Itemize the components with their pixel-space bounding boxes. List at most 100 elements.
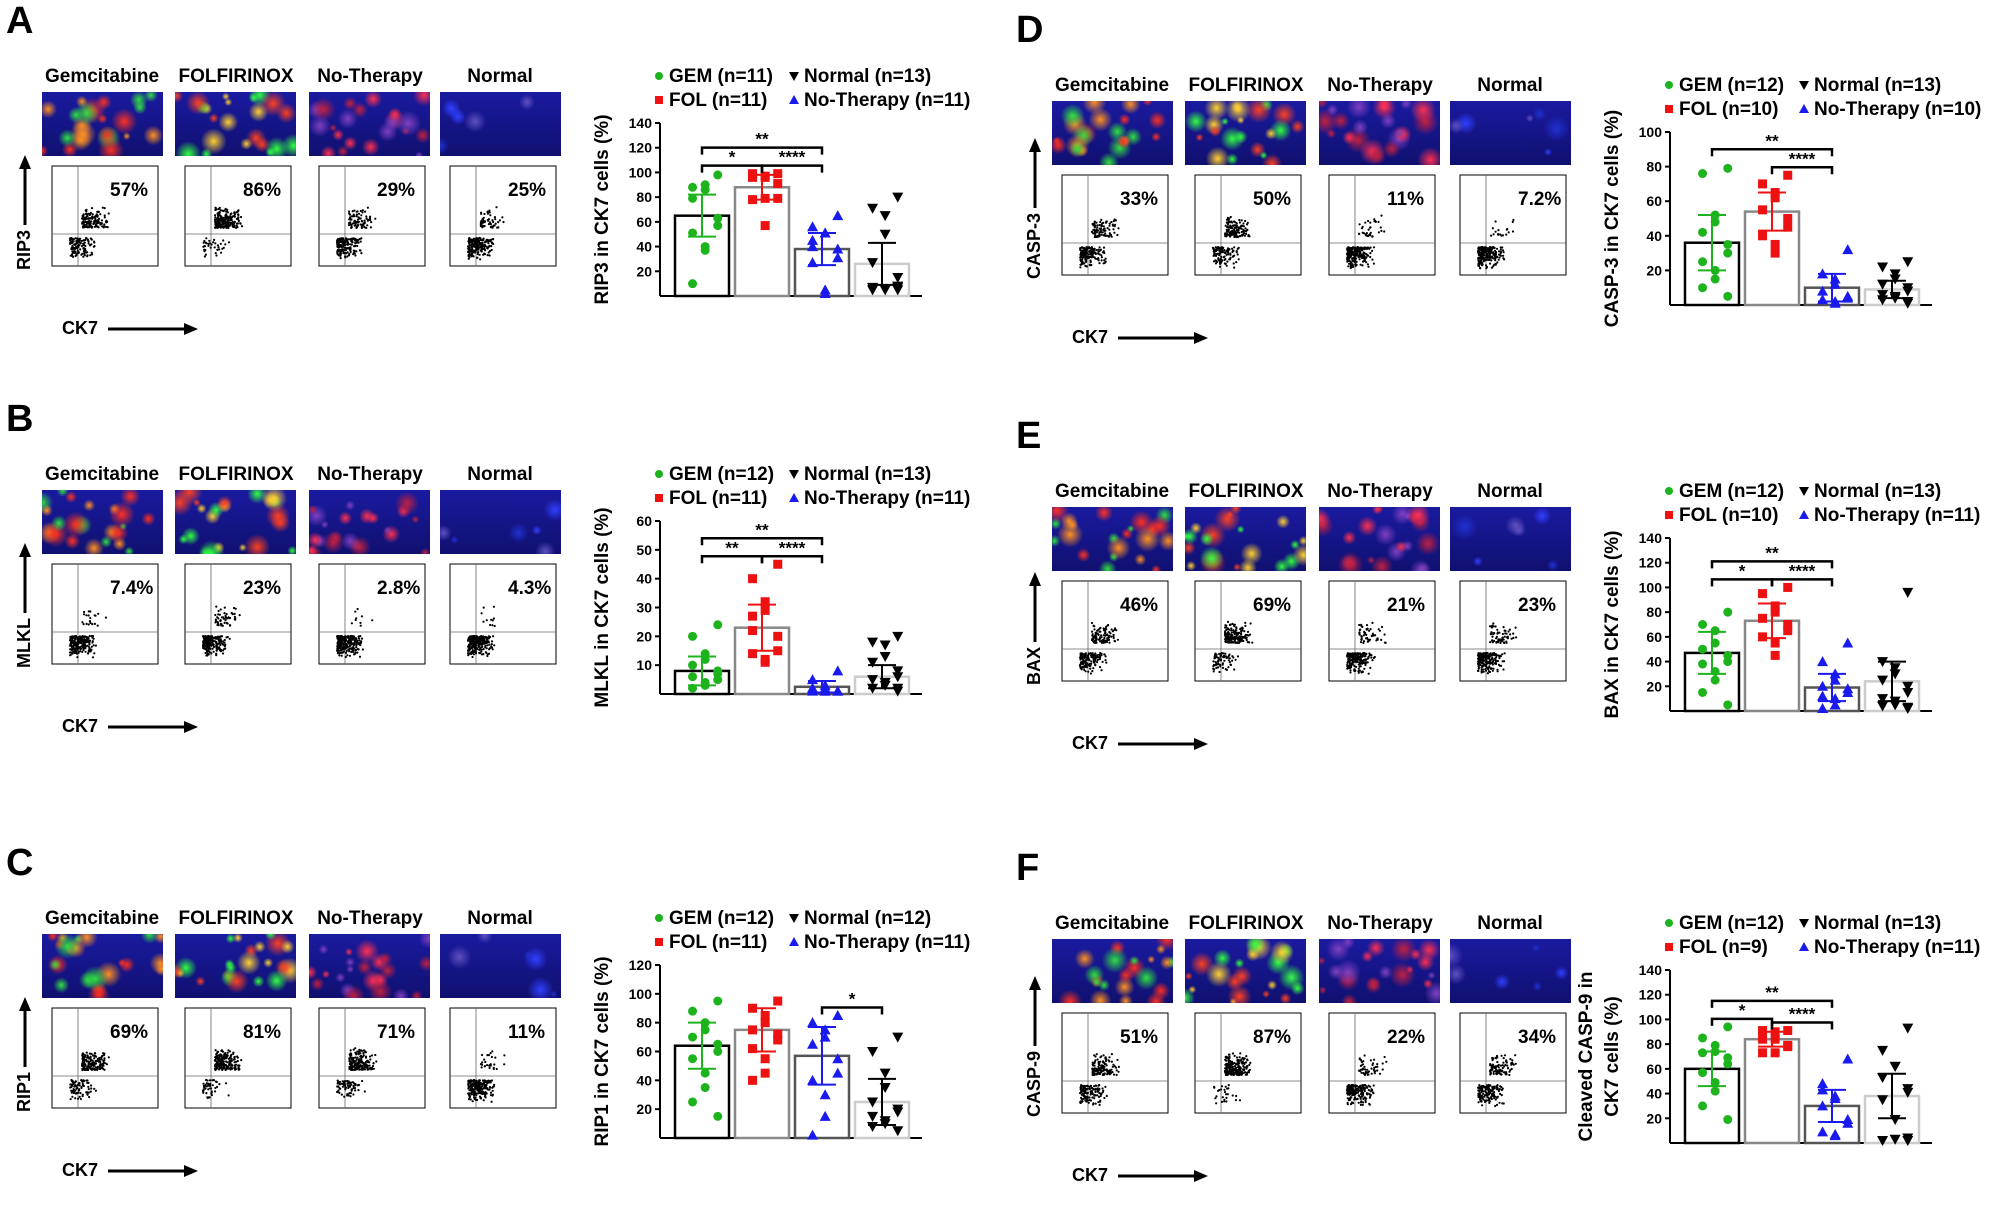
data-point xyxy=(1783,214,1792,223)
significance-bracket xyxy=(1772,167,1832,174)
legend-marker-gem xyxy=(655,914,663,922)
bar-chart: GEM (n=11)FOL (n=11)Normal (n=13)No-Ther… xyxy=(0,0,1000,380)
legend-marker-no-therapy xyxy=(789,95,799,104)
data-point xyxy=(688,672,697,681)
significance-label: ** xyxy=(1765,131,1779,150)
legend-marker-gem xyxy=(1665,81,1673,89)
y-tick-label: 20 xyxy=(636,628,652,644)
y-tick-label: 20 xyxy=(636,263,652,279)
legend-marker-fol xyxy=(655,96,663,104)
legend-marker-fol xyxy=(655,938,663,946)
bar-chart: GEM (n=12)FOL (n=11)Normal (n=12)No-Ther… xyxy=(0,842,1000,1222)
data-point xyxy=(688,1097,697,1106)
y-axis-label: RIP1 in CK7 cells (%) xyxy=(592,956,613,1146)
legend-marker-normal xyxy=(1799,81,1809,90)
data-point xyxy=(1842,244,1853,254)
y-axis-label: CASP-3 in CK7 cells (%) xyxy=(1602,110,1623,328)
data-point xyxy=(1723,164,1732,173)
data-point xyxy=(688,1007,697,1016)
data-point xyxy=(1723,249,1732,258)
y-tick-label: 140 xyxy=(629,115,653,131)
y-tick-label: 60 xyxy=(1646,193,1662,209)
data-point xyxy=(713,1112,722,1121)
legend-entry: GEM (n=11) xyxy=(669,66,773,87)
data-point xyxy=(807,221,818,231)
data-point xyxy=(807,1039,818,1049)
data-point xyxy=(867,1047,878,1057)
data-point xyxy=(1902,257,1913,267)
data-point xyxy=(701,246,710,255)
data-point xyxy=(880,230,891,240)
significance-bracket xyxy=(702,556,762,563)
data-point xyxy=(748,574,757,583)
data-point xyxy=(1771,240,1780,249)
y-axis-label: RIP3 in CK7 cells (%) xyxy=(592,114,613,304)
bar-chart: GEM (n=12)FOL (n=10)Normal (n=13)No-Ther… xyxy=(1010,9,2000,389)
significance-bracket xyxy=(762,556,822,563)
data-point xyxy=(773,560,782,569)
data-point xyxy=(688,661,697,670)
data-point xyxy=(773,194,782,203)
y-tick-label: 40 xyxy=(1646,228,1662,244)
y-tick-label: 40 xyxy=(636,571,652,587)
data-point xyxy=(688,632,697,641)
legend-entry: No-Therapy (n=11) xyxy=(804,90,970,111)
data-point xyxy=(807,674,818,684)
significance-bracket xyxy=(822,1007,882,1014)
y-tick-label: 20 xyxy=(636,1101,652,1117)
y-tick-label: 10 xyxy=(636,657,652,673)
legend-entry: Normal (n=13) xyxy=(1814,75,1941,96)
data-point xyxy=(748,1025,757,1034)
data-point xyxy=(688,1054,697,1063)
legend-entry: FOL (n=11) xyxy=(669,90,767,111)
data-point xyxy=(1758,205,1767,214)
data-point xyxy=(867,638,878,648)
y-tick-label: 80 xyxy=(1646,159,1662,175)
y-tick-label: 30 xyxy=(636,600,652,616)
y-tick-label: 60 xyxy=(636,1044,652,1060)
legend-entry: No-Therapy (n=11) xyxy=(804,932,970,953)
data-point xyxy=(713,620,722,629)
legend-marker-normal xyxy=(789,470,799,479)
data-point xyxy=(688,183,697,192)
y-tick-label: 60 xyxy=(636,513,652,529)
data-point xyxy=(688,1033,697,1042)
data-point xyxy=(880,640,891,650)
data-point xyxy=(701,180,710,189)
data-point xyxy=(867,658,878,668)
data-point xyxy=(1698,228,1707,237)
data-point xyxy=(1758,231,1767,240)
data-point xyxy=(1723,240,1732,249)
y-tick-label: 100 xyxy=(629,164,653,180)
data-point xyxy=(713,221,722,230)
data-point xyxy=(1723,292,1732,301)
legend-marker-gem xyxy=(655,470,663,478)
data-point xyxy=(713,675,722,684)
data-point xyxy=(773,179,782,188)
bar-chart: GEM (n=12)FOL (n=11)Normal (n=13)No-Ther… xyxy=(0,398,1000,778)
y-tick-label: 60 xyxy=(636,214,652,230)
data-point xyxy=(1711,275,1720,284)
data-point xyxy=(1877,262,1888,272)
y-tick-label: 100 xyxy=(629,986,653,1002)
legend-marker-no-therapy xyxy=(1799,104,1809,113)
data-point xyxy=(867,204,878,214)
data-point xyxy=(773,997,782,1006)
data-point xyxy=(761,221,770,230)
legend-marker-no-therapy xyxy=(789,937,799,946)
data-point xyxy=(807,1017,818,1027)
data-point xyxy=(688,279,697,288)
y-tick-label: 20 xyxy=(1646,262,1662,278)
data-point xyxy=(701,1083,710,1092)
data-point xyxy=(880,652,891,662)
data-point xyxy=(832,665,843,675)
legend-entry: No-Therapy (n=11) xyxy=(804,488,970,509)
significance-label: * xyxy=(849,989,856,1008)
legend-marker-fol xyxy=(1665,105,1673,113)
data-point xyxy=(832,210,843,220)
data-point xyxy=(892,632,903,642)
data-point xyxy=(892,1033,903,1043)
